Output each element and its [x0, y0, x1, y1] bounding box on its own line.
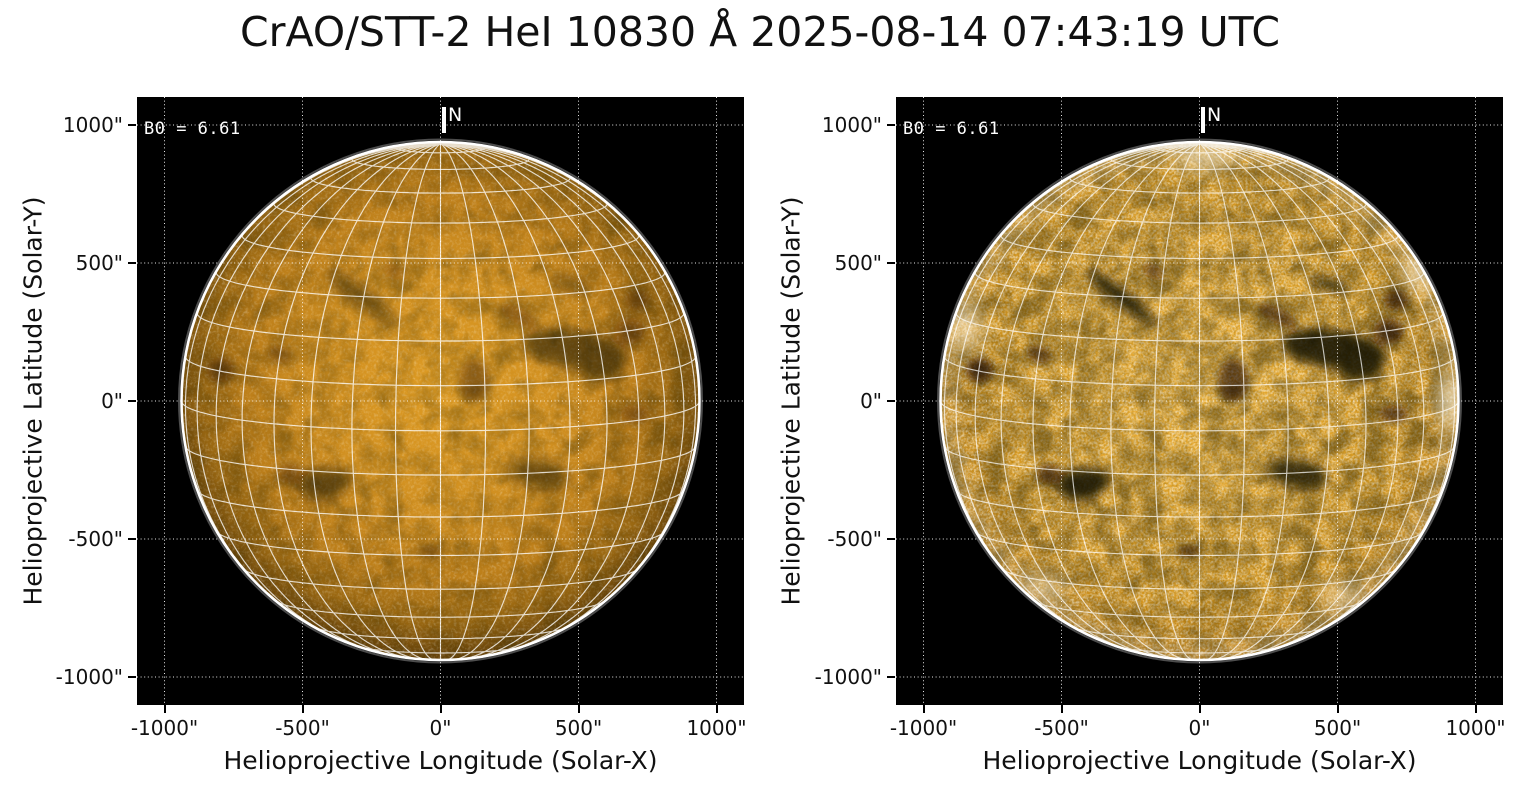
- x-tick-label: 1000": [1445, 716, 1506, 740]
- y-tick-mark: [887, 676, 895, 678]
- solar-panel-left: B0 = 6.61 N: [137, 97, 744, 705]
- y-tick-label: 500": [75, 251, 123, 275]
- y-tick-label: -1000": [55, 665, 123, 689]
- y-tick-label: -500": [68, 527, 123, 551]
- x-tick-mark: [577, 705, 580, 713]
- x-tick-label: 0": [1188, 716, 1211, 740]
- solar-panel-right: B0 = 6.61 N: [896, 97, 1503, 705]
- x-tick-mark: [1060, 705, 1063, 713]
- x-tick-label: 1000": [686, 716, 747, 740]
- y-tick-label: 0": [860, 389, 882, 413]
- x-tick-mark: [301, 705, 304, 713]
- dark-feature-group: [965, 262, 1410, 558]
- y-tick-mark: [887, 400, 895, 402]
- north-marker-label-left: N: [448, 104, 463, 126]
- y-tick-label: 500": [834, 251, 882, 275]
- y-tick-mark: [887, 262, 895, 264]
- x-tick-label: -500": [275, 716, 330, 740]
- y-tick-mark: [128, 676, 136, 678]
- north-marker-line-right: [1201, 107, 1205, 133]
- x-tick-mark: [439, 705, 442, 713]
- y-tick-mark: [128, 124, 136, 126]
- x-tick-mark: [1474, 705, 1477, 713]
- x-tick-mark: [715, 705, 718, 713]
- x-tick-label: -1000": [130, 716, 199, 740]
- b0-annotation-left: B0 = 6.61: [144, 119, 241, 139]
- x-tick-label: 500": [1313, 716, 1362, 740]
- y-tick-label: 1000": [62, 113, 123, 137]
- x-axis-label-left: Helioprojective Longitude (Solar-X): [223, 746, 658, 775]
- figure-title: CrAO/STT-2 HeI 10830 Å 2025-08-14 07:43:…: [240, 8, 1280, 56]
- x-tick-label: 0": [429, 716, 452, 740]
- dotted-tick-grid: [137, 97, 744, 705]
- y-tick-label: -500": [827, 527, 882, 551]
- y-tick-mark: [128, 400, 136, 402]
- x-tick-label: -500": [1034, 716, 1089, 740]
- y-tick-mark: [887, 538, 895, 540]
- dotted-tick-grid: [896, 97, 1503, 705]
- x-axis-label-right: Helioprojective Longitude (Solar-X): [982, 746, 1417, 775]
- solar-disk-image-left: [137, 97, 744, 705]
- x-tick-mark: [1198, 705, 1201, 713]
- x-tick-mark: [922, 705, 925, 713]
- y-tick-mark: [128, 262, 136, 264]
- x-tick-mark: [1336, 705, 1339, 713]
- north-marker-line-left: [442, 107, 446, 133]
- x-tick-label: -1000": [889, 716, 958, 740]
- y-tick-label: 0": [101, 389, 123, 413]
- b0-annotation-right: B0 = 6.61: [903, 119, 1000, 139]
- x-tick-mark: [163, 705, 166, 713]
- y-tick-mark: [128, 538, 136, 540]
- y-tick-mark: [887, 124, 895, 126]
- y-tick-label: 1000": [821, 113, 882, 137]
- x-tick-label: 500": [554, 716, 603, 740]
- solar-disk-image-right: [896, 97, 1503, 705]
- north-marker-label-right: N: [1207, 104, 1222, 126]
- y-tick-label: -1000": [814, 665, 882, 689]
